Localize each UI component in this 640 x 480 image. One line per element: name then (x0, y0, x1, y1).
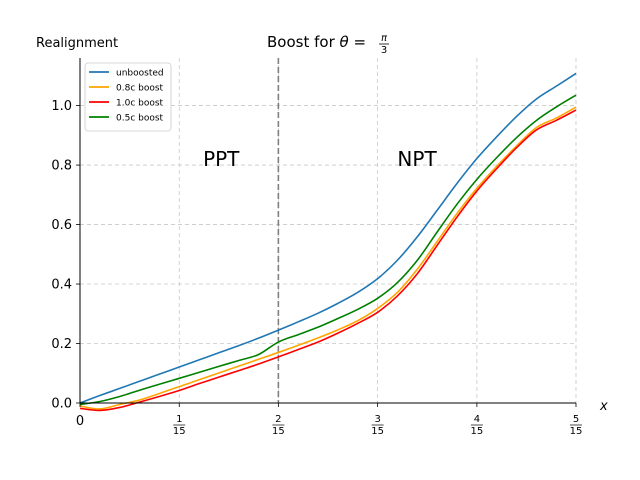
title-prefix: Boost for (267, 33, 340, 51)
legend: unboosted 0.8c boost 1.0c boost 0.5c boost (84, 62, 172, 132)
x-tick-numerator-4: 5 (573, 414, 579, 425)
series-line-3 (79, 94, 577, 406)
x-tick-denominator-1: 15 (272, 426, 285, 437)
x-tick-denominator-2: 15 (371, 426, 384, 437)
x-tick-numerator-3: 4 (474, 414, 480, 425)
x-tick-numerator-1: 2 (275, 414, 281, 425)
x-tick-denominator-0: 15 (173, 426, 186, 437)
x-axis-label: x (599, 399, 608, 414)
title-equals: = (349, 33, 366, 51)
y-axis-label: Realignment (36, 36, 118, 51)
x-tick-denominator-3: 15 (471, 426, 484, 437)
legend-label-1: 0.8c boost (116, 84, 164, 94)
origin-label: 0 (76, 414, 84, 429)
title-fraction-denominator: 3 (381, 45, 387, 56)
y-tick-label-3: 0.6 (51, 218, 72, 233)
legend-label-0: unboosted (116, 69, 164, 79)
y-tick-label-5: 1.0 (51, 99, 72, 114)
title-fraction-numerator: π (381, 33, 388, 44)
y-tick-label-4: 0.8 (51, 159, 72, 174)
region-labels: PPT NPT (203, 147, 437, 171)
chart-title: Boost for θ = (267, 33, 366, 51)
legend-label-3: 0.5c boost (116, 114, 164, 124)
x-tick-numerator-2: 3 (374, 414, 380, 425)
x-tick-numerator-0: 1 (176, 414, 182, 425)
series-lines (79, 72, 577, 412)
axes (79, 58, 576, 404)
y-tick-label-0: 0.0 (51, 397, 72, 412)
region-label-ppt: PPT (203, 147, 240, 171)
series-line-2 (79, 109, 577, 412)
title-theta: θ (340, 33, 349, 51)
series-line-1 (79, 106, 577, 410)
y-tick-label-2: 0.4 (51, 278, 72, 293)
y-ticks: 0.0 0.2 0.4 0.6 0.8 1.0 (51, 99, 80, 412)
region-label-npt: NPT (397, 147, 437, 171)
series-line-0 (79, 72, 577, 404)
y-tick-label-1: 0.2 (51, 337, 72, 352)
legend-label-2: 1.0c boost (116, 99, 164, 109)
legend-box (84, 62, 172, 132)
x-tick-denominator-4: 15 (570, 426, 583, 437)
